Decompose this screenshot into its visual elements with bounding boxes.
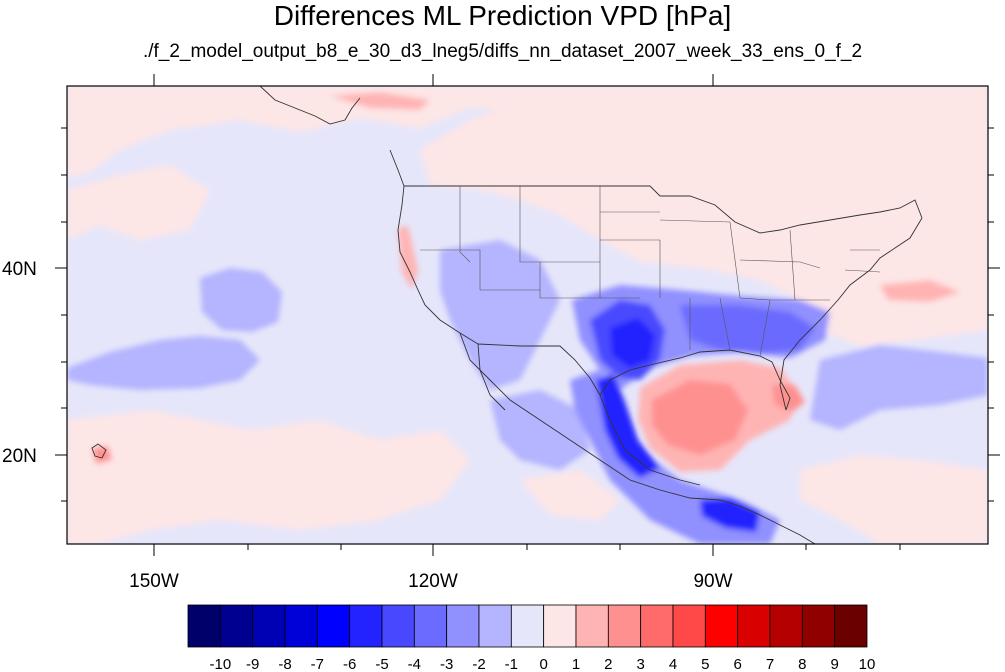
atlantic-coast	[779, 217, 923, 411]
colorbar-label: -7	[311, 656, 324, 672]
negative-region-southwest	[440, 240, 560, 390]
state-lines	[420, 186, 881, 357]
colorbar-swatch	[284, 604, 318, 648]
colorbar-swatch	[349, 604, 383, 648]
positive-region-northeast	[420, 86, 988, 346]
colorbar-swatch	[252, 604, 286, 648]
alaska-coast	[259, 85, 361, 125]
colorbar-swatch	[607, 604, 642, 648]
positive-region-north-pacific	[67, 86, 560, 178]
colorbar-swatch	[737, 604, 771, 648]
colorbar-label: 4	[669, 656, 677, 672]
colorbar-swatch	[446, 604, 480, 648]
us-west-coast	[397, 185, 479, 345]
axis-ticks	[55, 74, 1000, 556]
lon-label-90w: 90W	[693, 571, 732, 592]
colorbar-label: -2	[472, 656, 485, 672]
us-mexico-border	[477, 343, 601, 396]
colorbar-swatch	[478, 604, 512, 648]
negative-region-honduras	[700, 498, 760, 532]
colorbar-swatch	[219, 604, 254, 648]
colorbar-swatch	[510, 604, 545, 648]
colorbar-label: -6	[343, 656, 356, 672]
colorbar-label: -3	[440, 656, 453, 672]
negative-region-pacific-band	[67, 336, 260, 390]
lat-label-40n: 40N	[2, 259, 37, 280]
colorbar-label: -8	[278, 656, 291, 672]
negative-region-southeast-us	[680, 305, 815, 354]
colorbar: -10 -9 -8 -7 -6 -5 -4 -3 -2 -1 0 1 2 3 4 5 6 7 8 9 10	[187, 604, 876, 672]
positive-region-atlantic-strip	[880, 280, 960, 302]
us-canada-border	[404, 185, 923, 234]
colorbar-label: 5	[701, 656, 709, 672]
lon-label-150w: 150W	[129, 571, 179, 592]
central-america	[739, 505, 816, 545]
baja-california	[477, 343, 506, 411]
negative-region-mexico	[490, 390, 590, 470]
positive-region-caribbean-east	[800, 455, 988, 544]
positive-region-pacific-coast	[398, 226, 418, 290]
colorbar-swatch	[769, 604, 803, 648]
negative-region-texas-core	[610, 318, 655, 368]
colorbar-swatch	[316, 604, 351, 648]
colorbar-label: -10	[209, 656, 231, 672]
colorbar-label: 0	[539, 656, 547, 672]
colorbar-swatch	[413, 604, 448, 648]
canada-coast	[389, 149, 405, 187]
colorbar-label: 3	[636, 656, 644, 672]
colorbar-label: 8	[798, 656, 806, 672]
colorbar-swatch	[672, 604, 706, 648]
negative-region-mexico-coast	[596, 374, 660, 478]
colorbar-label: 2	[604, 656, 612, 672]
colorbar-label: 1	[572, 656, 580, 672]
colorbar-label: 9	[830, 656, 838, 672]
gulf-coast	[599, 349, 791, 411]
positive-region-gulf-core	[652, 380, 748, 455]
colorbar-swatch	[543, 604, 577, 648]
chart-title: Differences ML Prediction VPD [hPa]	[273, 0, 732, 31]
lat-label-20n: 20N	[2, 446, 37, 467]
colorbar-swatch	[381, 604, 415, 648]
colorbar-swatch	[187, 604, 221, 648]
lon-label-120w: 120W	[408, 571, 458, 592]
colorbar-label: 10	[859, 656, 876, 672]
positive-region-north-pacific-strip	[330, 92, 430, 110]
hawaii	[91, 443, 107, 459]
positive-region-florida-south	[772, 385, 805, 412]
positive-region-west-pacific	[67, 165, 210, 240]
positive-region-hawaii	[92, 446, 112, 464]
colorbar-label: -1	[505, 656, 518, 672]
colorbar-swatch	[575, 604, 609, 648]
colorbar-label: 6	[733, 656, 741, 672]
colorbar-swatch	[801, 604, 836, 648]
colorbar-swatch	[704, 604, 739, 648]
colorbar-label: -9	[246, 656, 259, 672]
colorbar-label: -4	[408, 656, 421, 672]
colorbar-swatch	[834, 604, 868, 648]
negative-region-atlantic-band	[810, 345, 988, 430]
field-layer	[67, 86, 988, 544]
colorbar-label: -5	[375, 656, 388, 672]
coastline-borders	[91, 85, 923, 545]
positive-region-mexico-pacific	[520, 470, 620, 520]
colorbar-label: 7	[766, 656, 774, 672]
mexico-outline	[459, 332, 741, 507]
negative-region-pacific-blob	[200, 268, 282, 332]
chart-subtitle: ./f_2_model_output_b8_e_30_d3_lneg5/diff…	[142, 41, 863, 62]
colorbar-swatch	[640, 604, 674, 648]
positive-region-south-pacific	[67, 410, 470, 544]
